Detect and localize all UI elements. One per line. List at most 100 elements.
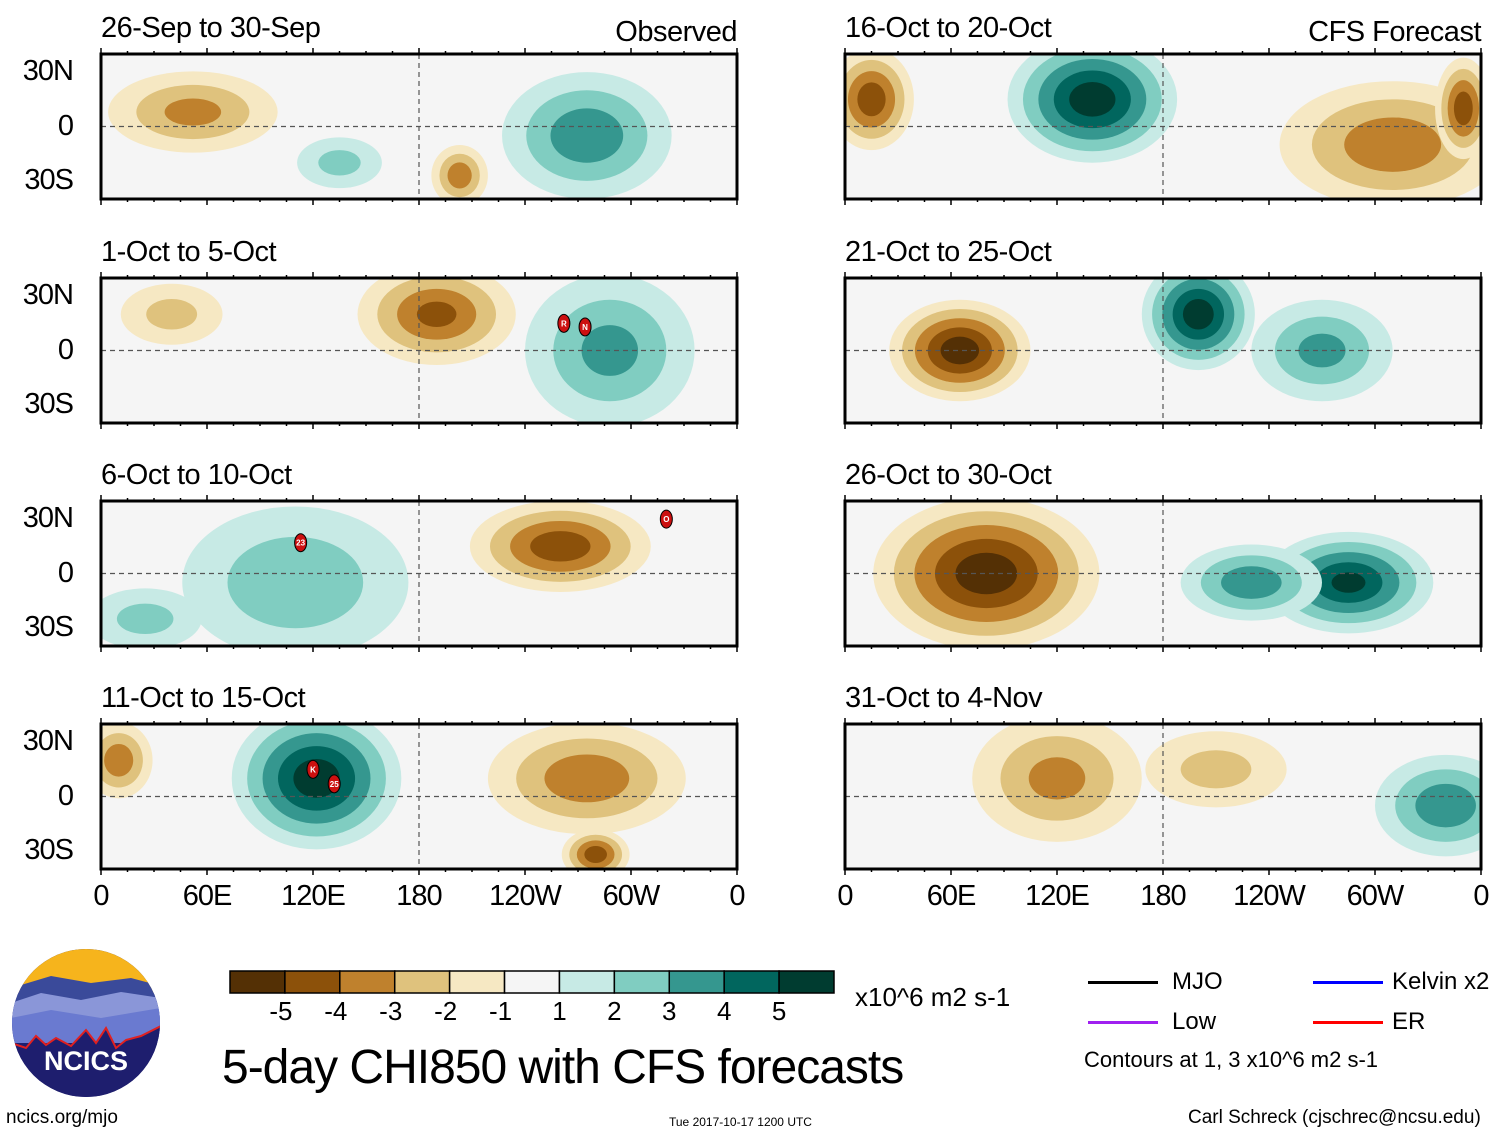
storm-marker: 25 (327, 774, 341, 794)
map-plot (843, 272, 1483, 429)
map-plot (843, 495, 1483, 652)
legend-line-er (1313, 1021, 1383, 1024)
anomaly-contour-fill (318, 150, 361, 176)
y-tick-label: 30S (24, 387, 74, 420)
anomaly-contour-fill (955, 552, 1018, 595)
x-tick-label: 60E (182, 880, 233, 912)
y-tick-label: 30N (22, 279, 74, 312)
x-tick-label: 180 (1140, 880, 1186, 912)
y-tick-label: 30N (22, 725, 74, 758)
anomaly-contour-fill (227, 536, 364, 629)
legend-label-mjo: MJO (1172, 968, 1223, 995)
anomaly-contour-fill (1028, 757, 1086, 800)
legend-label-kelvin: Kelvin x2 (1392, 968, 1490, 995)
site-link[interactable]: ncics.org/mjo (6, 1107, 118, 1128)
panel-title: 6-Oct to 10-Oct (101, 459, 292, 491)
anomaly-contour-fill (530, 531, 591, 562)
legend-line-kelvin (1313, 981, 1383, 984)
anomaly-contour-fill (1331, 572, 1366, 593)
svg-text:N: N (582, 323, 588, 332)
storm-marker: R (557, 313, 571, 333)
map-panel-p8: 31-Oct to 4-Nov (843, 682, 1483, 875)
x-tick-label: 60W (1346, 880, 1405, 912)
map-plot: K 25 (99, 718, 739, 875)
colorbar-swatch (448, 970, 506, 994)
anomaly-contour-fill (1182, 299, 1214, 330)
anomaly-contour-fill (1180, 750, 1252, 789)
map-panel-p3: 6-Oct to 10-Oct 23 O (99, 459, 739, 652)
legend-line-low (1088, 1021, 1158, 1024)
panel-tag: CFS Forecast (1308, 16, 1481, 48)
map-plot: 23 O (99, 495, 739, 652)
panel-tag: Observed (615, 16, 737, 48)
anomaly-contour-fill (857, 82, 886, 117)
colorbar-swatch (393, 970, 451, 994)
anomaly-contour-fill (293, 758, 340, 798)
panel-title: 26-Sep to 30-Sep (101, 12, 321, 44)
colorbar-tick-label: 5 (771, 996, 787, 1026)
map-panel-p6: 21-Oct to 25-Oct (843, 236, 1483, 429)
anomaly-contour-fill (550, 108, 624, 163)
timestamp: Tue 2017-10-17 1200 UTC (669, 1115, 812, 1129)
storm-marker: 23 (294, 533, 308, 553)
figure-title: 5-day CHI850 with CFS forecasts (222, 1041, 904, 1094)
anomaly-contour-fill (1344, 117, 1442, 172)
panel-title: 16-Oct to 20-Oct (845, 12, 1052, 44)
colorbar-swatch (284, 970, 341, 994)
x-tick-label: 120W (1233, 880, 1306, 912)
colorbar-swatch (558, 970, 616, 994)
map-panel-p1: 26-Sep to 30-Sep Observed (99, 12, 739, 205)
map-panel-p7: 26-Oct to 30-Oct (843, 459, 1483, 652)
map-panel-p5: 16-Oct to 20-Oct CFS Forecast (843, 12, 1483, 205)
map-panel-p4: 11-Oct to 15-Oct K 25 (99, 682, 739, 875)
x-tick-label: 0 (93, 880, 109, 912)
panel-title: 26-Oct to 30-Oct (845, 459, 1052, 491)
svg-text:23: 23 (296, 539, 305, 548)
x-tick-label: 60W (602, 880, 661, 912)
anomaly-contour-fill (416, 301, 457, 327)
svg-text:R: R (561, 319, 567, 328)
panel-title: 11-Oct to 15-Oct (101, 682, 306, 714)
credit: Carl Schreck (cjschrec@ncsu.edu) (1188, 1107, 1481, 1128)
ncics-logo: NCICS (12, 949, 160, 1097)
colorbar-units: x10^6 m2 s-1 (855, 982, 1011, 1012)
anomaly-contour-fill (544, 754, 630, 803)
colorbar (229, 970, 835, 994)
y-tick-label: 30S (24, 610, 74, 643)
anomaly-contour-fill (104, 743, 134, 777)
y-tick-label: 0 (57, 333, 74, 366)
svg-text:25: 25 (330, 780, 339, 789)
anomaly-contour-fill (584, 846, 607, 863)
colorbar-tick-label: 2 (607, 996, 622, 1026)
legend-line-mjo (1088, 981, 1158, 984)
storm-marker: O (659, 509, 673, 529)
colorbar-swatch (503, 970, 561, 994)
x-tick-label: 0 (729, 880, 745, 912)
contours-note: Contours at 1, 3 x10^6 m2 s-1 (1084, 1047, 1379, 1072)
anomaly-contour-fill (1069, 82, 1116, 117)
colorbar-tick-label: -2 (434, 996, 458, 1026)
storm-marker: N (578, 317, 592, 337)
legend-label-er: ER (1392, 1008, 1426, 1035)
colorbar-swatch (339, 970, 396, 994)
x-tick-label: 0 (1473, 880, 1489, 912)
svg-text:K: K (310, 765, 316, 774)
colorbar-swatch (778, 970, 835, 994)
y-tick-label: 30S (24, 833, 74, 866)
svg-text:O: O (663, 515, 669, 524)
x-tick-label: 120W (489, 880, 562, 912)
anomaly-contour-fill (447, 162, 472, 189)
colorbar-tick-label: -3 (379, 996, 403, 1026)
anomaly-contour-fill (1415, 783, 1476, 828)
anomaly-contour-fill (1453, 91, 1473, 126)
y-tick-label: 30S (24, 163, 74, 196)
panel-title: 31-Oct to 4-Nov (845, 682, 1043, 714)
y-tick-label: 30N (22, 55, 74, 88)
map-plot (99, 48, 739, 205)
anomaly-contour-fill (940, 336, 980, 365)
anomaly-contour-fill (116, 603, 174, 635)
colorbar-tick-label: 3 (662, 996, 677, 1026)
anomaly-contour-fill (164, 98, 222, 126)
y-tick-label: 30N (22, 502, 74, 535)
